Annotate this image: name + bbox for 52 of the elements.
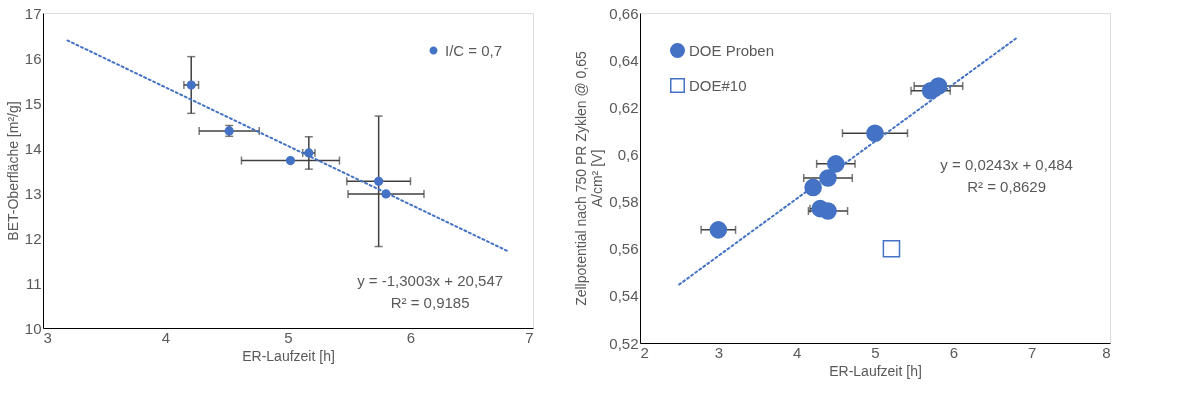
x-tick-label: 5 [871, 343, 880, 361]
legend-label: DOE Proben [689, 41, 775, 59]
point [929, 77, 948, 95]
point [882, 239, 901, 258]
y-tick-label: 10 [24, 319, 42, 337]
x-tick-label: 4 [161, 328, 171, 346]
y-axis-title: Zellpotential nach 750 PR Zyklen @ 0,65 A/cm² [V] [573, 50, 606, 306]
y-tick-label: 0,56 [609, 240, 639, 258]
x-tick-label: 5 [284, 328, 293, 346]
x-tick-label: 4 [792, 343, 802, 361]
x-axis-title: ER-Laufzeit [h] [242, 347, 335, 364]
x-tick-label: 7 [1027, 343, 1037, 361]
y-tick-label: 13 [24, 184, 42, 202]
point [866, 124, 884, 143]
y-tick-label: 0,66 [609, 4, 639, 22]
y-tick-label: 17 [24, 4, 42, 22]
x-tick-label: 6 [949, 343, 959, 361]
y-tick-label: 11 [25, 274, 42, 292]
annotation: R² = 0,8629 [967, 177, 1047, 195]
x-tick-label: 7 [525, 328, 534, 346]
point [285, 155, 296, 166]
x-axis-title: ER-Laufzeit [h] [829, 362, 922, 379]
y-tick-label: 0,64 [609, 51, 639, 69]
x-tick-label: 3 [43, 328, 52, 346]
x-tick-label: 8 [1102, 343, 1111, 361]
y-tick-label: 0,6 [617, 145, 639, 163]
x-tick-label: 6 [406, 328, 416, 346]
annotation: R² = 0,9185 [390, 293, 470, 311]
annotation: y = -1,3003x + 20,547 [357, 271, 504, 289]
legend-label: I/C = 0,7 [445, 41, 503, 59]
point [819, 169, 837, 187]
y-tick-label: 15 [24, 94, 42, 112]
y-tick-label: 16 [24, 49, 42, 67]
x-tick-label: 2 [640, 343, 649, 361]
y-tick-label: 0,58 [609, 193, 639, 211]
y-tick-label: 14 [24, 139, 42, 157]
x-tick-label: 3 [714, 343, 724, 361]
point [381, 189, 391, 199]
y-tick-label: 0,62 [609, 98, 639, 116]
point [804, 178, 822, 197]
point [304, 148, 314, 158]
y-tick-label: 0,52 [609, 334, 639, 352]
point [374, 176, 384, 186]
point [709, 221, 728, 239]
y-axis-title: BET-Oberfläche [m²/g] [4, 101, 21, 241]
point [819, 202, 837, 220]
point [186, 80, 196, 90]
annotation: y = 0,0243x + 0,484 [940, 155, 1073, 173]
y-tick-label: 12 [24, 229, 42, 247]
y-tick-label: 0,54 [609, 287, 639, 305]
point [827, 155, 845, 173]
legend-label: DOE#10 [689, 76, 747, 94]
